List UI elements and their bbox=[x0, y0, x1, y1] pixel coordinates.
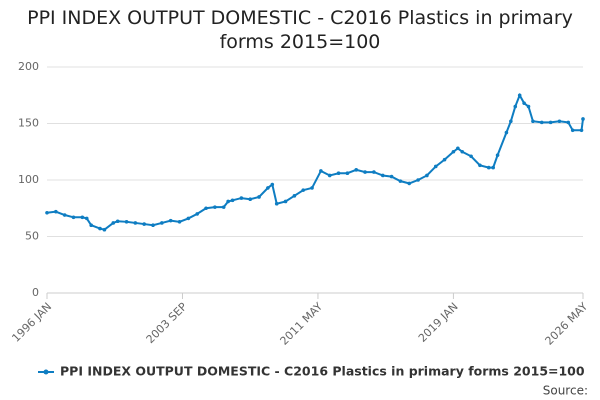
y-tick-label: 50 bbox=[25, 230, 39, 243]
y-tick-label: 0 bbox=[32, 286, 39, 299]
data-point bbox=[433, 164, 438, 169]
data-point bbox=[319, 169, 323, 173]
data-point bbox=[270, 182, 275, 187]
legend-label: PPI INDEX OUTPUT DOMESTIC - C2016 Plasti… bbox=[60, 364, 585, 379]
x-tick-label: 2019 JAN bbox=[416, 300, 461, 345]
data-point bbox=[195, 212, 199, 216]
x-tick-label: 2011 MAY bbox=[278, 300, 326, 348]
data-point bbox=[168, 218, 173, 223]
data-point bbox=[380, 173, 385, 178]
data-point bbox=[230, 198, 235, 203]
legend-marker bbox=[43, 369, 49, 375]
data-point bbox=[257, 195, 261, 199]
data-point bbox=[579, 128, 584, 133]
data-point bbox=[478, 163, 482, 168]
data-point bbox=[539, 120, 544, 125]
data-point bbox=[133, 221, 138, 225]
data-point bbox=[504, 130, 509, 135]
data-point bbox=[292, 194, 297, 198]
data-point bbox=[522, 101, 526, 105]
data-point bbox=[548, 120, 553, 125]
data-point bbox=[80, 215, 85, 220]
data-point bbox=[456, 146, 460, 151]
data-point bbox=[98, 226, 102, 231]
data-point bbox=[531, 119, 535, 124]
data-point bbox=[526, 104, 531, 109]
data-point bbox=[142, 222, 146, 226]
y-tick-label: 200 bbox=[18, 60, 39, 73]
data-point bbox=[54, 209, 58, 214]
data-point bbox=[416, 178, 420, 182]
data-point bbox=[389, 174, 394, 179]
data-point bbox=[570, 128, 575, 133]
data-point bbox=[513, 104, 518, 109]
data-point bbox=[111, 221, 116, 225]
data-point bbox=[45, 210, 49, 215]
data-point bbox=[509, 119, 513, 124]
data-point bbox=[115, 219, 120, 224]
data-point bbox=[363, 170, 367, 174]
data-point bbox=[336, 171, 341, 176]
data-point bbox=[186, 216, 191, 221]
data-point bbox=[177, 220, 182, 224]
data-point bbox=[469, 154, 473, 159]
data-point bbox=[71, 215, 76, 220]
data-point bbox=[221, 205, 226, 209]
data-point bbox=[460, 149, 465, 154]
data-point bbox=[248, 197, 253, 202]
data-point bbox=[566, 120, 571, 125]
data-point bbox=[327, 173, 332, 178]
data-point bbox=[442, 157, 447, 162]
data-point bbox=[354, 168, 359, 172]
data-point bbox=[204, 206, 208, 211]
data-point bbox=[451, 149, 456, 154]
data-point bbox=[102, 227, 107, 232]
data-point bbox=[491, 165, 495, 170]
chart-title: PPI INDEX OUTPUT DOMESTIC - C2016 Plasti… bbox=[27, 7, 573, 53]
data-point bbox=[266, 186, 270, 190]
data-point bbox=[486, 165, 491, 170]
data-point bbox=[398, 179, 403, 183]
x-tick-label: 2003 SEP bbox=[144, 300, 190, 346]
data-point bbox=[495, 153, 500, 157]
data-point bbox=[425, 173, 429, 178]
y-tick-label: 150 bbox=[18, 117, 39, 130]
data-point bbox=[62, 213, 67, 217]
data-point bbox=[407, 181, 412, 186]
data-point bbox=[372, 170, 376, 174]
data-point bbox=[301, 188, 306, 192]
data-point bbox=[310, 186, 314, 190]
source: Source: bbox=[543, 384, 588, 398]
x-tick-label: 1996 JAN bbox=[9, 300, 54, 345]
y-tick-label: 100 bbox=[18, 173, 39, 186]
data-point bbox=[213, 205, 217, 209]
data-point bbox=[581, 117, 585, 121]
data-point bbox=[151, 223, 155, 227]
data-point bbox=[226, 199, 230, 204]
data-point bbox=[557, 119, 562, 124]
data-point bbox=[274, 201, 279, 206]
data-point bbox=[345, 171, 350, 176]
data-point bbox=[160, 221, 164, 225]
data-point bbox=[89, 223, 93, 227]
data-point bbox=[283, 199, 288, 204]
data-point bbox=[84, 216, 89, 221]
data-point bbox=[124, 220, 129, 224]
data-point bbox=[517, 93, 522, 98]
x-tick-label: 2026 MAY bbox=[543, 300, 591, 348]
data-point bbox=[239, 196, 244, 200]
data-line bbox=[46, 92, 584, 231]
